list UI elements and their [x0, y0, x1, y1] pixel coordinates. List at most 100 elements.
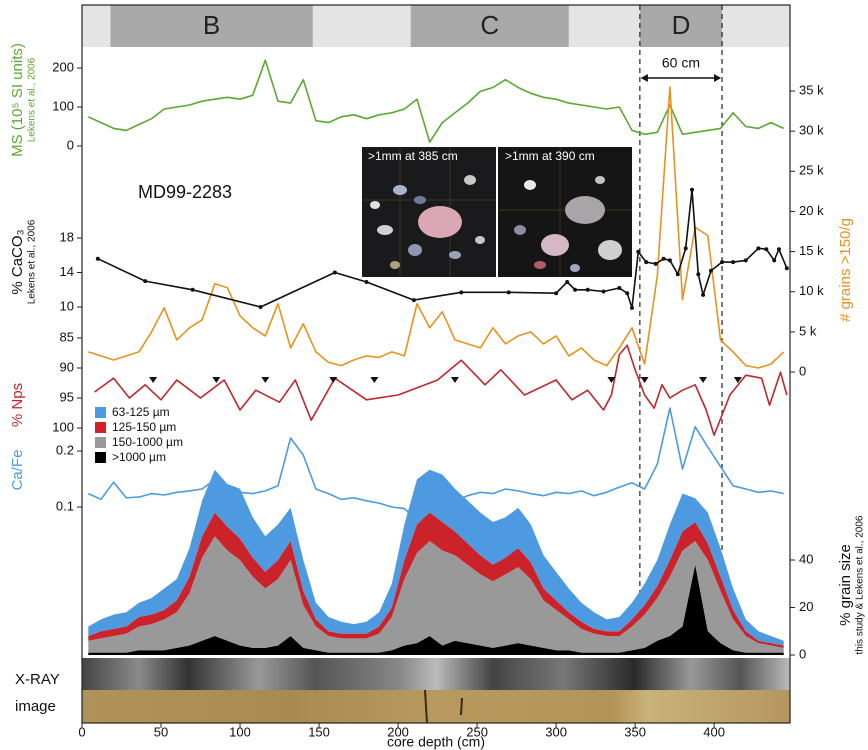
data-point — [720, 260, 725, 265]
y-axis-title: % CaCO₃ — [9, 229, 26, 294]
x-tick-label: 400 — [703, 724, 725, 739]
y-tick-label: 15 k — [799, 243, 824, 258]
y-tick-label: 10 k — [799, 283, 824, 298]
data-point — [696, 272, 701, 277]
data-point — [573, 287, 578, 292]
inset-caption: >1mm at 385 cm — [368, 149, 458, 163]
data-point — [258, 305, 263, 309]
zone — [639, 5, 723, 47]
data-point — [667, 258, 672, 263]
data-point — [653, 261, 658, 266]
y-tick-label: 0.1 — [56, 498, 74, 513]
y-tick-label: 200 — [52, 59, 74, 74]
data-line — [94, 344, 788, 436]
y-axis-title: Ca/Fe — [9, 450, 26, 491]
data-point — [764, 247, 769, 252]
data-point — [708, 268, 713, 273]
data-point — [332, 270, 337, 275]
y-tick-label: 5 k — [799, 323, 817, 338]
area — [88, 512, 784, 648]
x-tick-label: 250 — [466, 724, 488, 739]
zone-label: B — [203, 10, 220, 40]
x-tick-label: 50 — [154, 724, 168, 739]
x-tick-label: 100 — [229, 724, 251, 739]
data-point — [784, 266, 789, 271]
sample-marker — [261, 377, 270, 383]
y-tick-label: 20 — [799, 599, 813, 614]
legend-swatch — [95, 437, 106, 448]
sample-marker — [329, 377, 338, 383]
sample-marker — [733, 377, 742, 383]
interval-label: 60 cm — [662, 55, 700, 71]
x-tick-label: 200 — [387, 724, 409, 739]
y-tick-label: 0 — [799, 363, 806, 378]
zone — [110, 5, 313, 47]
data-point — [756, 246, 761, 251]
data-point — [690, 187, 695, 192]
area — [88, 564, 784, 655]
sample-marker — [212, 377, 221, 383]
y-tick-label: 100 — [52, 98, 74, 113]
data-point — [617, 286, 622, 291]
y-axis-title: % Nps — [9, 383, 26, 427]
x-tick-label: 300 — [545, 724, 567, 739]
frame — [81, 4, 791, 724]
data-point — [743, 258, 748, 263]
y-tick-label: 0.2 — [56, 442, 74, 457]
inset-caption: >1mm at 390 cm — [505, 149, 595, 163]
sample-marker — [699, 377, 708, 383]
data-point — [661, 256, 666, 261]
data-point — [601, 289, 606, 294]
legend-swatch — [95, 422, 106, 433]
y-tick-label: 85 — [60, 329, 74, 344]
y-tick-label: 14 — [60, 264, 74, 279]
y-tick-label: 90 — [60, 359, 74, 374]
y-axis-title: % grain size — [837, 544, 854, 626]
y-axis-title: # grains >150/g — [837, 218, 854, 322]
strip-label: image — [15, 698, 56, 715]
data-line — [88, 86, 785, 369]
legend-label: 63-125 µm — [112, 405, 170, 419]
zone-label: D — [672, 10, 691, 40]
strip-label: X-RAY — [15, 671, 60, 688]
x-tick-label: 0 — [78, 724, 85, 739]
data-point — [776, 247, 781, 252]
core-id: MD99-2283 — [138, 182, 232, 202]
y-tick-label: 10 — [60, 298, 74, 313]
legend-label: >1000 µm — [112, 450, 166, 464]
x-tick-label: 150 — [308, 724, 330, 739]
y-axis-title: MS (10⁵ SI units) — [9, 43, 26, 157]
sample-marker — [607, 377, 616, 383]
data-point — [585, 287, 590, 292]
data-point — [731, 260, 736, 265]
data-point — [143, 279, 148, 284]
y-axis-subtitle: Lekens et al., 2006 — [27, 57, 38, 142]
y-tick-label: 18 — [60, 229, 74, 244]
inset-photos — [362, 147, 632, 277]
data-point — [565, 279, 570, 284]
y-tick-label: 30 k — [799, 123, 824, 138]
data-point — [629, 305, 634, 310]
sample-marker — [370, 377, 379, 383]
x-tick-label: 350 — [624, 724, 646, 739]
data-point — [683, 246, 688, 251]
x-axis-title: core depth (cm) — [387, 734, 485, 750]
data-point — [190, 287, 195, 292]
zone — [410, 5, 569, 47]
legend-swatch — [95, 452, 106, 463]
legend-label: 125-150 µm — [112, 420, 176, 434]
y-tick-label: 25 k — [799, 163, 824, 178]
data-point — [636, 249, 641, 254]
y-tick-label: 0 — [799, 646, 806, 661]
data-point — [772, 258, 777, 263]
sample-marker — [640, 377, 649, 383]
data-line — [97, 188, 788, 309]
data-point — [459, 290, 464, 295]
data-point — [554, 291, 559, 296]
legend-label: 150-1000 µm — [112, 435, 183, 449]
data-point — [411, 298, 416, 303]
data-point — [701, 292, 706, 297]
y-tick-label: 95 — [60, 389, 74, 404]
area — [88, 469, 784, 646]
